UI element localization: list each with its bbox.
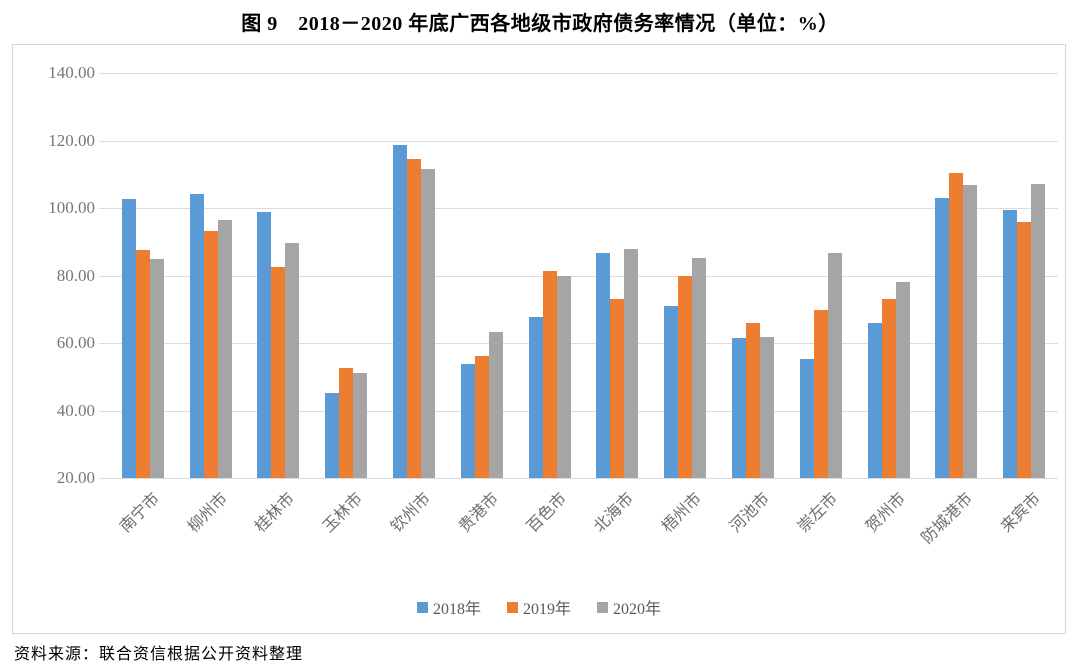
- bar-2019年-贺州市: [881, 299, 896, 478]
- y-axis-tick-label: 140.00: [48, 63, 95, 82]
- y-axis-tick-label: 80.00: [56, 265, 95, 285]
- bar-2018年-崇左市: [799, 358, 814, 478]
- bar-2018年-南宁市: [121, 199, 136, 478]
- legend-swatch-icon: [506, 601, 518, 613]
- y-axis-tick-label: 60.00: [56, 333, 95, 352]
- legend: 2018年 2019年 2020年: [13, 595, 1065, 619]
- bar-2020年-来宾市: [1031, 183, 1046, 478]
- bar-2020年-崇左市: [827, 253, 842, 478]
- bar-2019年-北海市: [610, 298, 625, 478]
- bar-2018年-钦州市: [393, 145, 408, 478]
- bar-2018年-贵港市: [460, 363, 475, 478]
- bar-2018年-防城港市: [935, 197, 950, 478]
- gridline: [99, 275, 1058, 277]
- bar-2019年-南宁市: [135, 249, 150, 478]
- y-axis-tick-label: 20.00: [56, 468, 95, 487]
- legend-label: 2019年: [522, 601, 571, 618]
- bar-2020年-河池市: [759, 336, 774, 478]
- bar-2018年-百色市: [528, 317, 543, 478]
- legend-swatch-icon: [597, 601, 608, 613]
- bar-2020年-百色市: [556, 275, 571, 478]
- bar-2018年-来宾市: [1003, 209, 1018, 478]
- bar-2019年-百色市: [542, 271, 557, 478]
- bar-2020年-北海市: [624, 248, 639, 478]
- bar-2020年-梧州市: [692, 257, 707, 478]
- gridline: [99, 73, 1058, 74]
- bar-2020年-南宁市: [149, 258, 164, 478]
- legend-swatch-icon: [416, 601, 428, 613]
- legend-item-2020年: 2020年: [597, 595, 661, 619]
- legend-item-2018年: 2018年: [416, 595, 481, 619]
- gridline: [99, 208, 1058, 209]
- gridline: [99, 410, 1058, 412]
- gridline: [99, 140, 1058, 142]
- bar-2020年-防城港市: [963, 185, 978, 478]
- legend-label: 2020年: [613, 601, 662, 618]
- legend-label: 2018年: [432, 601, 481, 618]
- bar-2019年-崇左市: [813, 310, 828, 478]
- bar-2020年-钦州市: [421, 169, 436, 478]
- gridline: [99, 478, 1058, 479]
- bar-2019年-河池市: [745, 323, 760, 478]
- bar-2019年-钦州市: [407, 158, 422, 478]
- bar-2018年-河池市: [731, 337, 746, 478]
- chart-title: 图 9 2018－2020 年底广西各地级市政府债务率情况（单位：%）: [241, 13, 839, 35]
- bar-2018年-玉林市: [325, 392, 340, 478]
- bar-2018年-柳州市: [189, 194, 204, 478]
- bar-2020年-贵港市: [488, 332, 503, 478]
- bar-2019年-桂林市: [271, 266, 286, 478]
- bar-2019年-来宾市: [1017, 221, 1032, 478]
- bar-2020年-桂林市: [285, 243, 300, 478]
- y-axis-tick-label: 40.00: [56, 400, 95, 420]
- chart: 140.00 120.00 100.00 80.00 60.00 40.00 20.00 南…: [12, 44, 1066, 634]
- bar-2019年-防城港市: [949, 172, 964, 478]
- source-note: 资料来源：联合资信根据公开资料整理: [14, 646, 304, 663]
- bar-2018年-贺州市: [867, 323, 882, 478]
- bar-2020年-柳州市: [217, 220, 232, 478]
- bar-2019年-柳州市: [203, 230, 218, 478]
- y-axis-tick-label: 120.00: [48, 130, 95, 150]
- bar-2020年-贺州市: [895, 281, 910, 478]
- bar-2018年-梧州市: [664, 305, 679, 478]
- bar-2019年-贵港市: [474, 355, 489, 478]
- bar-2018年-北海市: [596, 253, 611, 478]
- gridline: [99, 343, 1058, 344]
- y-axis-tick-label: 100.00: [48, 198, 95, 217]
- bar-2019年-玉林市: [339, 368, 354, 478]
- legend-item-2019年: 2019年: [506, 595, 571, 619]
- bar-2020年-玉林市: [353, 372, 368, 478]
- bar-2019年-梧州市: [678, 275, 693, 478]
- bar-2018年-桂林市: [257, 211, 272, 478]
